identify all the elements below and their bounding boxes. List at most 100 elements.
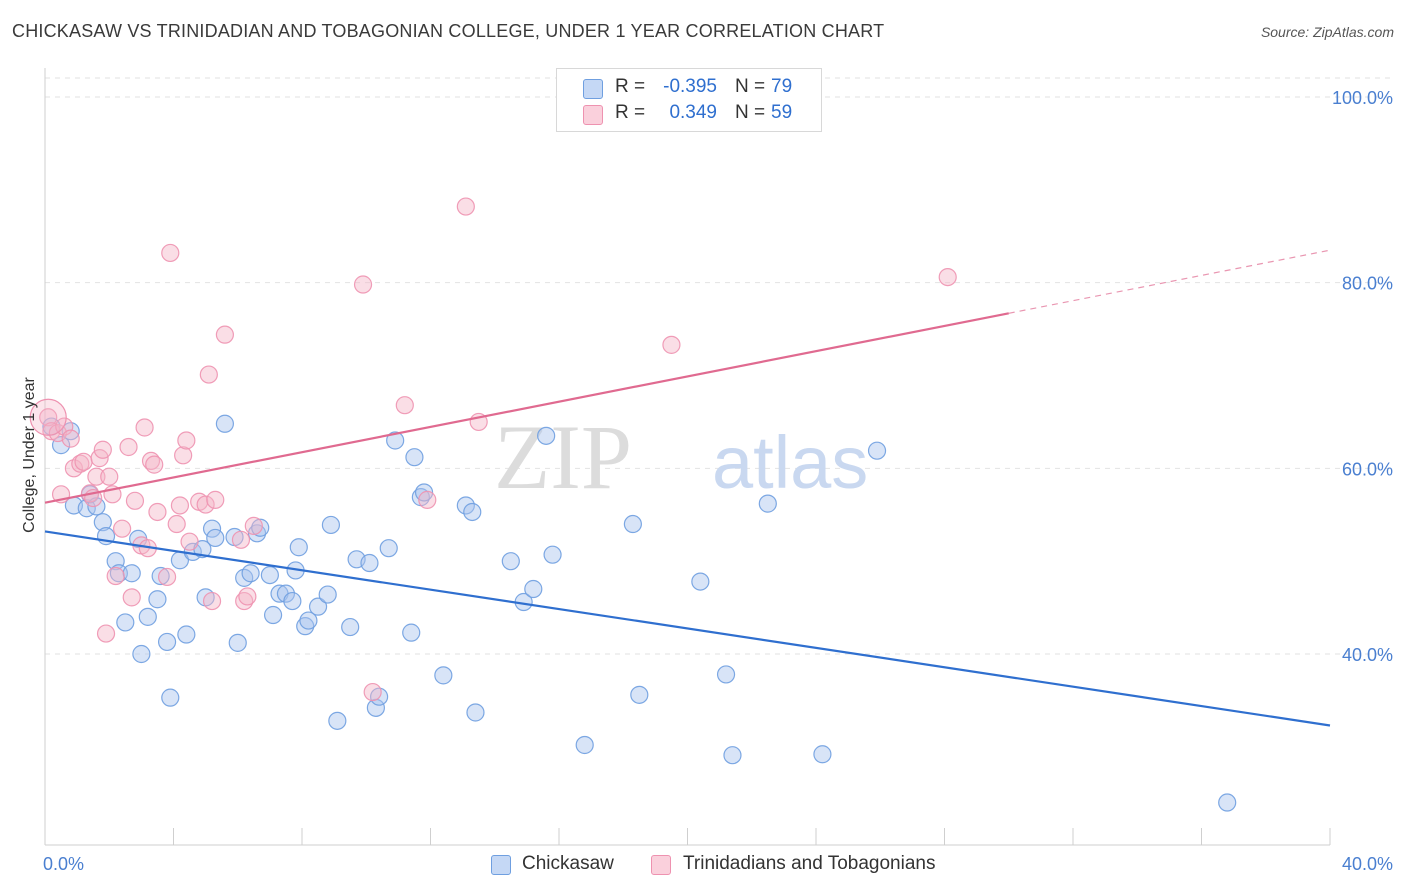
chickasaw-trend-line xyxy=(44,530,1331,727)
chickasaw-point xyxy=(341,617,360,637)
chickasaw-point xyxy=(161,688,180,707)
trinidadian-point xyxy=(106,566,125,586)
legend-row-chickasaw: R = -0.395 N = 79 xyxy=(557,76,821,102)
legend-swatch-trinidadian xyxy=(583,105,603,125)
trinidadian-point xyxy=(167,514,186,534)
chickasaw-point xyxy=(109,564,128,583)
chickasaw-point xyxy=(215,414,234,433)
chickasaw-point xyxy=(813,745,832,764)
legend-swatch-chickasaw xyxy=(491,855,511,875)
axes xyxy=(44,68,1331,846)
chickasaw-point xyxy=(276,584,296,603)
trinidadian-trend-line-extension xyxy=(1008,249,1331,314)
trinidadian-point xyxy=(238,587,257,606)
watermark: ZIP atlas xyxy=(494,406,868,508)
y-axis-label: College, Under 1 year xyxy=(21,377,38,533)
trinidadian-point xyxy=(161,243,180,263)
legend-swatch-chickasaw xyxy=(583,79,603,99)
legend-r-value: 0.349 xyxy=(669,102,717,123)
chickasaw-point xyxy=(524,579,543,599)
trinidadian-point xyxy=(363,682,382,702)
trinidadian-point xyxy=(74,452,93,471)
chickasaw-point xyxy=(501,552,520,571)
legend-n-value: 59 xyxy=(771,102,793,123)
trinidadian-point xyxy=(87,467,106,486)
legend-row-trinidadian: R = 0.349 N = 59 xyxy=(557,102,821,128)
legend-n-label: N = xyxy=(735,76,766,97)
trinidadian-point xyxy=(177,431,196,450)
chickasaw-point xyxy=(308,597,328,616)
watermark-zip: ZIP xyxy=(494,406,632,508)
y-tick-label: 40.0% xyxy=(1342,645,1393,665)
trinidadian-point xyxy=(418,490,437,509)
chickasaw-point xyxy=(1218,793,1237,812)
trinidadian-point xyxy=(122,588,141,607)
chickasaw-point xyxy=(379,539,398,558)
legend-swatch-trinidadian xyxy=(651,855,671,875)
trinidadian-point xyxy=(938,267,957,287)
trinidadian-point xyxy=(96,624,116,643)
chickasaw-point xyxy=(758,494,777,513)
chickasaw-point xyxy=(537,426,556,445)
trinidadian-point xyxy=(119,437,138,457)
chickasaw-point xyxy=(405,448,424,467)
correlation-legend: R = -0.395 N = 79 R = 0.349 N = 59 xyxy=(556,68,822,132)
trinidadian-point xyxy=(170,496,190,515)
data-points xyxy=(29,197,1237,812)
trinidadian-point xyxy=(206,490,225,509)
legend-r-value: -0.395 xyxy=(663,76,717,97)
chickasaw-point xyxy=(138,607,157,626)
chickasaw-point xyxy=(402,623,421,642)
trinidadian-point xyxy=(202,591,222,611)
trinidadian-point xyxy=(39,408,58,427)
chickasaw-point xyxy=(623,514,642,534)
chickasaw-point xyxy=(93,513,112,532)
legend-n-label: N = xyxy=(735,102,766,123)
legend-label-chickasaw: Chickasaw xyxy=(522,853,614,874)
trinidadian-point xyxy=(395,396,414,415)
series-legend: Chickasaw Trinidadians and Tobagonians xyxy=(0,852,1406,878)
source-label: Source: ZipAtlas.com xyxy=(1260,24,1394,40)
legend-label-trinidadian: Trinidadians and Tobagonians xyxy=(683,853,936,874)
legend-r-label: R = xyxy=(615,76,646,97)
chickasaw-point xyxy=(867,441,887,460)
y-tick-label: 60.0% xyxy=(1342,459,1393,479)
chickasaw-point xyxy=(151,566,170,586)
chickasaw-point xyxy=(630,685,649,704)
legend-r-label: R = xyxy=(615,102,646,123)
trinidadian-point xyxy=(157,567,177,587)
trinidadian-point xyxy=(662,335,681,354)
chickasaw-point xyxy=(241,564,260,583)
y-tick-label: 100.0% xyxy=(1332,88,1393,108)
chickasaw-point xyxy=(283,591,302,611)
x-tick-label: 0.0% xyxy=(43,854,84,874)
chickasaw-point xyxy=(228,633,247,652)
trinidadian-point xyxy=(93,440,112,459)
chickasaw-point xyxy=(263,605,283,625)
chickasaw-point xyxy=(122,564,141,583)
trinidadian-point xyxy=(180,532,199,551)
chickasaw-point xyxy=(456,496,475,515)
chickasaw-point xyxy=(206,528,225,548)
trinidadian-point xyxy=(71,454,90,473)
trinidadian-point xyxy=(135,418,154,437)
chickasaw-point xyxy=(463,502,482,522)
trinidadian-trend-line xyxy=(44,312,1009,504)
chickasaw-point xyxy=(716,665,736,684)
chickasaw-point xyxy=(299,611,318,630)
trinidadian-point xyxy=(148,502,167,522)
y-tick-label: 80.0% xyxy=(1342,274,1393,294)
chickasaw-point xyxy=(434,666,453,685)
trinidadian-point xyxy=(456,197,475,216)
tick-labels: 40.0% 60.0% 80.0% 100.0% 0.0% 40.0% xyxy=(43,88,1393,874)
chickasaw-point xyxy=(148,590,167,609)
chart-title: CHICKASAW VS TRINIDADIAN AND TOBAGONIAN … xyxy=(12,21,885,41)
chickasaw-point xyxy=(386,431,405,450)
chickasaw-point xyxy=(177,625,196,644)
chickasaw-point xyxy=(328,711,347,730)
chickasaw-point xyxy=(251,518,270,537)
trinidadian-point xyxy=(215,325,234,344)
trinidadian-point xyxy=(145,455,164,474)
chickasaw-point xyxy=(466,703,485,722)
